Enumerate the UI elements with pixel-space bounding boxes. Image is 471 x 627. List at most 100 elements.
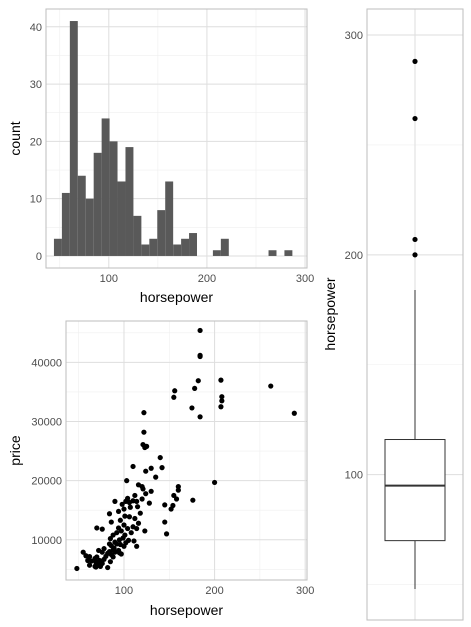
histogram-y-tick-label: 0 (36, 251, 42, 263)
scatter-point (211, 479, 218, 486)
scatter-point (105, 564, 111, 571)
scatter-point (125, 537, 132, 543)
scatter-point (153, 474, 159, 480)
scatter-point (122, 513, 128, 519)
scatter-y-tick-label: 10000 (31, 535, 62, 547)
histogram-y-tick-label: 40 (30, 22, 42, 34)
scatter-point (88, 558, 94, 564)
scatter-point (162, 502, 168, 508)
scatter-point (107, 536, 113, 542)
boxplot-outlier-point (412, 252, 418, 258)
scatter-point (119, 501, 125, 507)
scatter-point (175, 483, 181, 490)
scatter-point (106, 511, 113, 517)
scatter-point (142, 444, 148, 451)
scatter-point (134, 525, 140, 532)
scatter-point (110, 554, 116, 560)
scatter-point (126, 499, 133, 506)
histogram-bar (157, 210, 166, 256)
scatter-point (132, 492, 138, 499)
scatter-panel-border (65, 320, 308, 581)
scatter-point (141, 429, 147, 435)
scatter-point (121, 506, 127, 512)
boxplot-y-axis-title: horsepower (322, 277, 338, 350)
scatter-point (162, 519, 168, 525)
histogram-x-tick-label: 300 (296, 273, 314, 285)
scatter-point (122, 532, 128, 538)
scatter-y-tick-labels: 10000 20000 30000 40000 (31, 357, 62, 546)
scatter-point (117, 517, 123, 523)
histogram-bar (189, 233, 198, 256)
scatter-point (171, 492, 177, 499)
scatter-point (195, 378, 201, 384)
scatter-point (86, 554, 93, 560)
scatter-point (112, 498, 118, 504)
histogram-bar (268, 250, 277, 256)
scatter-point (163, 531, 170, 537)
histogram-bar (69, 21, 78, 256)
scatter-point (132, 515, 138, 522)
scatter-point (111, 545, 117, 551)
scatter-point (219, 398, 225, 404)
histogram-bar (181, 238, 190, 256)
histogram-y-tick-label: 10 (30, 194, 42, 206)
boxplot-outlier-point (412, 58, 418, 64)
scatter-point (143, 491, 149, 497)
histogram-bar (53, 238, 62, 256)
scatter-point (190, 497, 196, 503)
scatter-point (128, 530, 134, 536)
boxplot-y-tick-labels: 100 200 300 (345, 30, 363, 482)
scatter-point (172, 388, 178, 394)
histogram-y-axis-title: count (7, 121, 23, 155)
scatter-x-tick-label: 100 (115, 585, 133, 597)
histogram-bar (133, 215, 142, 256)
boxplot-box (384, 439, 446, 542)
scatter-point (197, 414, 203, 420)
scatter-point (148, 488, 154, 494)
histogram-bar (284, 250, 293, 256)
scatter-point (137, 510, 143, 516)
scatter-x-tick-label: 300 (296, 585, 314, 597)
scatter-point (115, 508, 122, 515)
scatter-point (170, 502, 176, 509)
scatter-point (86, 562, 93, 568)
scatter-point (124, 478, 130, 484)
scatter-point (291, 410, 297, 416)
scatter-point (157, 454, 163, 461)
scatter-point (107, 559, 113, 565)
scatter-y-tick-label: 30000 (31, 417, 62, 429)
scatter-point (80, 549, 86, 555)
scatter-point (118, 551, 124, 557)
scatter-y-tick-label: 40000 (31, 357, 62, 369)
histogram-bar (77, 175, 86, 256)
histogram-bar (149, 238, 158, 256)
scatter-point (135, 520, 142, 526)
histogram-bar (125, 147, 134, 256)
scatter-point (94, 554, 100, 560)
boxplot-panel-border (366, 8, 464, 621)
histogram-bar (93, 152, 102, 256)
scatter-x-axis-title: horsepower (150, 602, 223, 618)
histogram-y-tick-label: 30 (30, 79, 42, 91)
histogram-x-tick-labels: 100 200 300 (100, 273, 315, 285)
boxplot-outlier-point (412, 236, 418, 243)
scatter-point (139, 483, 145, 490)
scatter-gridlines (66, 321, 307, 580)
scatter-point (99, 560, 105, 567)
histogram-y-tick-labels: 0 10 20 30 40 (30, 22, 42, 263)
scatter-point (148, 465, 154, 471)
horsepower-boxplot: 100 200 300 horsepower (322, 8, 464, 621)
histogram-bar (141, 244, 150, 256)
scatter-point (127, 504, 133, 510)
histogram-bar (109, 141, 118, 256)
histogram-bars (53, 21, 293, 256)
scatter-point (101, 546, 107, 552)
scatter-point (146, 500, 152, 506)
boxplot-y-tick-label: 100 (345, 470, 363, 482)
boxplot-body (384, 58, 446, 589)
histogram-y-tick-label: 20 (30, 136, 42, 148)
boxplot-y-tick-label: 300 (345, 30, 363, 42)
scatter-point (131, 538, 137, 544)
histogram-x-axis-title: horsepower (140, 289, 213, 305)
